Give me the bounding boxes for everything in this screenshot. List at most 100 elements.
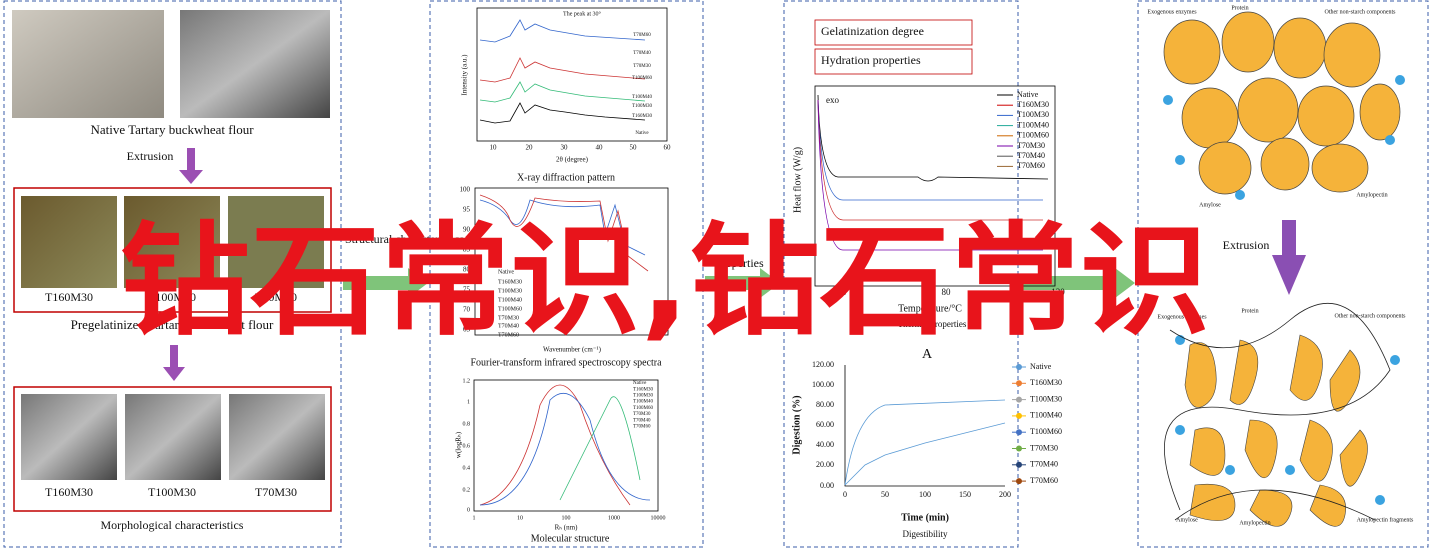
label: 0 (467, 507, 470, 513)
label: T100M40 (1030, 411, 1062, 420)
label: Properties (715, 256, 764, 270)
label: T70M40 (1030, 460, 1058, 469)
label: T100M30 (1030, 394, 1062, 403)
label: Amylopectin fragments (1357, 516, 1414, 523)
label: T100M30 (148, 485, 196, 499)
photos (12, 10, 1306, 512)
label: w(logRₕ) (455, 431, 463, 458)
label: T70M40 (633, 51, 651, 56)
legend-marker (1016, 429, 1022, 436)
label: exo (826, 95, 839, 105)
label: Extrusion (1223, 238, 1270, 252)
label: 50 (881, 490, 889, 499)
label: Wavenumber (cm⁻¹) (543, 346, 602, 354)
label: Digestibility (903, 529, 949, 539)
label: T70M40 (498, 323, 519, 329)
flow-arrows (343, 268, 1135, 298)
label: T70M60 (633, 33, 651, 38)
label: T160M30 (1030, 378, 1062, 387)
label: Time (min) (901, 512, 949, 523)
legend-marker (1016, 412, 1022, 419)
label: 0.00 (820, 481, 834, 490)
label: T100M30 (1017, 110, 1049, 119)
label: 40 (838, 287, 848, 297)
label: 85 (463, 246, 471, 254)
label: Digestion (%) (791, 395, 802, 454)
label: Rₕ (nm) (555, 524, 579, 532)
label: Protein (1231, 5, 1248, 11)
label: 120 (1051, 287, 1065, 297)
label: Native (635, 131, 649, 136)
label: 90 (463, 226, 471, 234)
label: 200 (999, 490, 1011, 499)
label: 20.00 (816, 460, 834, 469)
label: Thermal properties (898, 319, 967, 329)
label: T100M60 (632, 76, 653, 81)
label: 100 (460, 186, 471, 194)
label: 60.00 (816, 420, 834, 429)
label: Pregelatinized Tartary buckwheat flour (71, 317, 274, 332)
label: T160M30 (633, 387, 654, 392)
label: Amylose (1199, 202, 1221, 208)
label: Fourier-transform infrared spectroscopy … (470, 357, 662, 368)
label: T70M30 (1017, 141, 1045, 150)
label: 20 (526, 144, 534, 152)
label: Amylose (1176, 517, 1198, 523)
label: Other non-starch components (1335, 313, 1407, 319)
label: Gelatinization degree (821, 24, 924, 38)
label: 0.8 (463, 421, 471, 427)
legend-marker (1016, 380, 1022, 387)
label: Exogenous enzymes (1147, 9, 1197, 15)
label: T100M60 (1017, 131, 1049, 140)
label: 80 (942, 287, 952, 297)
label: 1 (473, 515, 476, 521)
label: Exogenous enzymes (1157, 314, 1207, 320)
label: T100M40 (1017, 120, 1049, 129)
label: 1000 (608, 515, 620, 521)
label: 40 (596, 144, 604, 152)
label: T70M40 (1017, 151, 1045, 160)
label: T70M60 (633, 425, 651, 430)
watermark: 钻石常识,钻石常识 (120, 210, 1210, 352)
label: 30 (561, 144, 569, 152)
label: Native Tartary buckwheat flour (90, 122, 254, 137)
label: Molecular structure (531, 533, 610, 544)
label: 10 (517, 515, 523, 521)
label: 2θ (degree) (556, 156, 589, 164)
label: Native (1017, 90, 1039, 99)
label: 1 (467, 399, 470, 405)
label: 10 (490, 144, 498, 152)
label: 10000 (651, 515, 666, 521)
label: T160M30 (498, 279, 522, 285)
label: Heat flow (W/g) (792, 147, 803, 213)
label: T70M30 (1030, 443, 1058, 452)
label: T70M60 (1017, 161, 1045, 170)
legend-marker (1016, 461, 1022, 468)
label: Amylopectin (1356, 192, 1387, 198)
label: 50 (630, 144, 638, 152)
label: Native (498, 269, 514, 275)
label: T70M40 (633, 418, 651, 423)
label: Protein (1241, 308, 1258, 314)
label: 60 (664, 144, 672, 152)
label: X-ray diffraction pattern (517, 172, 615, 183)
label: 95 (463, 206, 471, 214)
label: T160M30 (45, 290, 93, 304)
label: T100M60 (498, 306, 522, 312)
label: 40.00 (816, 440, 834, 449)
label: Amylopectin (1239, 520, 1270, 526)
label: T70M30 (498, 315, 519, 321)
label: 150 (959, 490, 971, 499)
label: T70M30 (255, 290, 297, 304)
label: T100M40 (632, 95, 653, 100)
label: Intensity (a.u.) (461, 54, 469, 96)
label: T160M30 (1017, 100, 1049, 109)
label: A (922, 347, 933, 362)
legend-marker (1016, 445, 1022, 452)
label: 65 (463, 326, 471, 334)
label: The peak at 30° (563, 10, 601, 17)
label: T160M30 (45, 485, 93, 499)
label: 80.00 (816, 400, 834, 409)
label: T70M30 (633, 412, 651, 417)
